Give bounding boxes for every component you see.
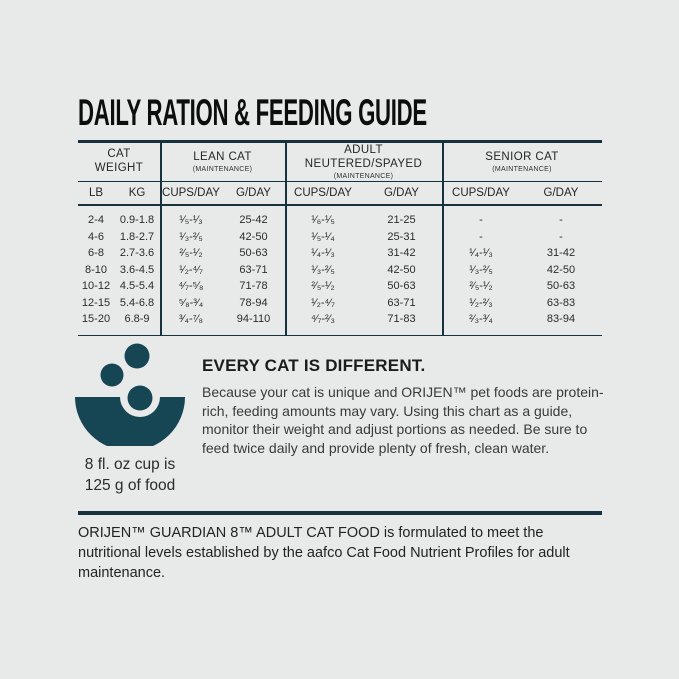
table-vertical-divider [160, 143, 162, 335]
cell-adult-cups: ¹⁄₃-²⁄₅ [311, 263, 335, 276]
cell-lean-cups: ³⁄₄-⁷⁄₈ [178, 313, 204, 326]
cell-weight-kg: 6.8-9 [124, 313, 150, 326]
col-header-g-lean: G/DAY [236, 187, 271, 199]
table-row: 4-6 1.8-2.7 ¹⁄₃-²⁄₅ 42-50 ¹⁄₅-¹⁄₄ 25-31 … [78, 229, 602, 246]
cell-lean-grams: 42-50 [239, 230, 268, 243]
cell-senior-cups: ²⁄₃-³⁄₄ [469, 313, 493, 326]
footer-divider-line [78, 511, 602, 515]
cell-senior-cups: ¹⁄₂-²⁄₃ [469, 296, 493, 309]
feeding-table: CAT WEIGHT LEAN CAT (MAINTENANCE) ADULT … [78, 140, 602, 336]
cell-weight-lb: 8-10 [84, 263, 108, 276]
cell-weight-lb: 4-6 [88, 230, 104, 243]
cell-adult-grams: 42-50 [387, 263, 416, 276]
cell-lean-grams: 63-71 [239, 263, 268, 276]
cup-measure-note: 8 fl. oz cup is 125 g of food [70, 455, 190, 497]
cell-adult-grams: 31-42 [387, 247, 416, 260]
cell-adult-cups: ¹⁄₂-⁴⁄₇ [311, 296, 335, 309]
cell-adult-grams: 63-71 [387, 296, 416, 309]
info-paragraph: Because your cat is unique and ORIJEN™ p… [202, 384, 604, 456]
table-vertical-divider [285, 143, 287, 335]
kibble-circle [127, 385, 153, 411]
cell-lean-grams: 78-94 [239, 296, 268, 309]
col-group-adult-neutered-spayed: ADULT NEUTERED/SPAYED (MAINTENANCE) [304, 144, 423, 180]
cell-lean-cups: ¹⁄₂-⁴⁄₇ [179, 263, 203, 276]
info-heading: EVERY CAT IS DIFFERENT. [202, 356, 426, 375]
food-bowl-icon-svg [74, 343, 186, 451]
kibble-circle [100, 363, 124, 387]
cell-adult-grams: 21-25 [387, 214, 416, 227]
col-header-cups-senior: CUPS/DAY [452, 187, 510, 199]
kibble-circle [124, 343, 150, 369]
cell-weight-kg: 3.6-4.5 [119, 263, 155, 276]
cup-note-line1: 8 fl. oz cup is [84, 456, 176, 473]
cell-senior-grams: 42-50 [546, 263, 576, 276]
table-vertical-divider [442, 143, 444, 335]
col-group-lean-cat: LEAN CAT (MAINTENANCE) [192, 151, 253, 173]
cell-weight-lb: 6-8 [88, 247, 104, 260]
cell-weight-kg: 0.9-1.8 [119, 214, 155, 227]
cell-adult-cups: ¹⁄₄-¹⁄₃ [311, 247, 335, 260]
table-group-header-row: CAT WEIGHT LEAN CAT (MAINTENANCE) ADULT … [78, 143, 602, 182]
cell-adult-grams: 50-63 [387, 280, 416, 293]
cell-lean-cups: ²⁄₅-¹⁄₂ [179, 247, 203, 260]
cell-adult-grams: 25-31 [387, 230, 416, 243]
cell-weight-lb: 2-4 [88, 214, 104, 227]
cell-lean-grams: 50-63 [239, 247, 268, 260]
bowl-flat-bottom-mask [74, 446, 186, 451]
col-header-lb: LB [88, 187, 104, 199]
cell-adult-cups: ²⁄₅-¹⁄₂ [311, 280, 335, 293]
cell-lean-cups: ⁵⁄₈-³⁄₄ [178, 296, 204, 309]
col-group-cat-weight: CAT WEIGHT [94, 148, 144, 174]
cell-weight-lb: 12-15 [81, 296, 111, 309]
cup-note-line2: 125 g of food [84, 476, 176, 494]
cell-senior-grams: - [559, 230, 563, 243]
cell-senior-grams: 63-83 [546, 296, 576, 309]
cell-weight-kg: 2.7-3.6 [119, 247, 155, 260]
cell-senior-grams: 50-63 [546, 280, 576, 293]
cell-adult-cups: ¹⁄₅-¹⁄₄ [311, 230, 335, 243]
cell-senior-cups: ²⁄₅-¹⁄₂ [469, 280, 493, 293]
cell-senior-cups: - [479, 230, 483, 243]
cell-weight-kg: 5.4-6.8 [119, 296, 155, 309]
col-header-g-adult: G/DAY [384, 187, 419, 199]
cell-senior-grams: 83-94 [546, 313, 576, 326]
cell-adult-cups: ⁴⁄₇-²⁄₃ [311, 313, 335, 326]
table-row: 15-20 6.8-9 ³⁄₄-⁷⁄₈ 94-110 ⁴⁄₇-²⁄₃ 71-83… [78, 311, 602, 328]
table-body: 2-4 0.9-1.8 ¹⁄₅-¹⁄₃ 25-42 ¹⁄₆-¹⁄₅ 21-25 … [78, 206, 602, 335]
page-title: DAILY RATION & FEEDING GUIDE [78, 92, 427, 133]
cell-senior-cups: ¹⁄₃-²⁄₅ [469, 263, 493, 276]
table-row: 8-10 3.6-4.5 ¹⁄₂-⁴⁄₇ 63-71 ¹⁄₃-²⁄₅ 42-50… [78, 262, 602, 279]
cell-senior-cups: ¹⁄₄-¹⁄₃ [469, 247, 493, 260]
cell-lean-grams: 71-78 [239, 280, 268, 293]
table-row: 6-8 2.7-3.6 ²⁄₅-¹⁄₂ 50-63 ¹⁄₄-¹⁄₃ 31-42 … [78, 245, 602, 262]
cell-lean-grams: 94-110 [236, 313, 271, 326]
cell-lean-cups: ¹⁄₅-¹⁄₃ [179, 214, 203, 227]
col-header-cups-adult: CUPS/DAY [294, 187, 352, 199]
cell-senior-grams: - [559, 214, 563, 227]
cell-senior-grams: 31-42 [546, 247, 576, 260]
cell-adult-cups: ¹⁄₆-¹⁄₅ [311, 214, 335, 227]
table-subheader-row: LB KG CUPS/DAY G/DAY CUPS/DAY G/DAY CUPS… [78, 182, 602, 206]
cell-weight-kg: 1.8-2.7 [119, 230, 155, 243]
col-header-g-senior: G/DAY [543, 187, 579, 199]
table-row: 2-4 0.9-1.8 ¹⁄₅-¹⁄₃ 25-42 ¹⁄₆-¹⁄₅ 21-25 … [78, 212, 602, 229]
bowl-shape [75, 397, 185, 451]
food-bowl-with-kibble-icon [74, 343, 186, 451]
cell-weight-lb: 10-12 [81, 280, 111, 293]
footer-paragraph: ORIJEN™ GUARDIAN 8™ ADULT CAT FOOD is fo… [78, 525, 570, 581]
col-header-kg: KG [128, 187, 146, 199]
cell-lean-cups: ¹⁄₃-²⁄₅ [179, 230, 203, 243]
cell-weight-lb: 15-20 [81, 313, 111, 326]
cell-lean-grams: 25-42 [239, 214, 268, 227]
col-group-senior-cat: SENIOR CAT (MAINTENANCE) [485, 151, 559, 173]
table-row: 10-12 4.5-5.4 ⁴⁄₇-⁵⁄₈ 71-78 ²⁄₅-¹⁄₂ 50-6… [78, 278, 602, 295]
table-row: 12-15 5.4-6.8 ⁵⁄₈-³⁄₄ 78-94 ¹⁄₂-⁴⁄₇ 63-7… [78, 295, 602, 312]
cell-adult-grams: 71-83 [387, 313, 416, 326]
cell-weight-kg: 4.5-5.4 [119, 280, 155, 293]
cell-senior-cups: - [479, 214, 483, 227]
col-header-cups-lean: CUPS/DAY [162, 187, 220, 199]
cell-lean-cups: ⁴⁄₇-⁵⁄₈ [178, 280, 204, 293]
